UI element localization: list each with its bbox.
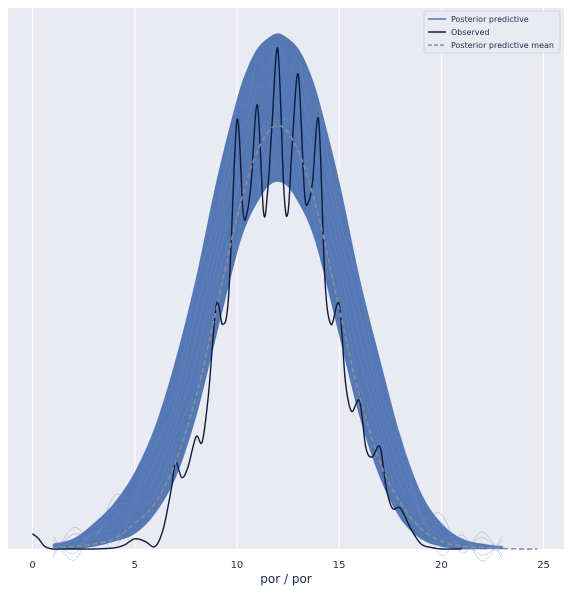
legend-label-1: Observed (451, 28, 490, 37)
x-axis-label: por / por (260, 572, 312, 586)
x-tick-label-0: 0 (29, 560, 35, 571)
posterior-predictive-draw (52, 151, 503, 562)
x-tick-label-15: 15 (333, 560, 346, 571)
posterior-predictive-draw (52, 42, 503, 560)
legend-label-0: Posterior predictive (451, 15, 529, 24)
posterior-predictive-draw (52, 118, 503, 550)
plot-area (32, 33, 538, 562)
posterior-predictive-draw (52, 135, 503, 556)
legend: Posterior predictive Observed Posterior pr… (423, 10, 561, 54)
legend-box (423, 10, 561, 54)
x-tick-labels: 0 5 10 15 20 25 (29, 560, 550, 571)
observed-line (32, 47, 462, 550)
posterior-predictive-draw (52, 68, 503, 556)
x-tick-label-20: 20 (435, 560, 448, 571)
x-tick-label-10: 10 (231, 560, 244, 571)
x-tick-label-25: 25 (537, 560, 550, 571)
posterior-predictive-mean-line (52, 124, 538, 550)
x-tick-label-5: 5 (132, 560, 138, 571)
legend-label-2: Posterior predictive mean (451, 41, 554, 50)
posterior-predictive-draw (52, 94, 503, 551)
